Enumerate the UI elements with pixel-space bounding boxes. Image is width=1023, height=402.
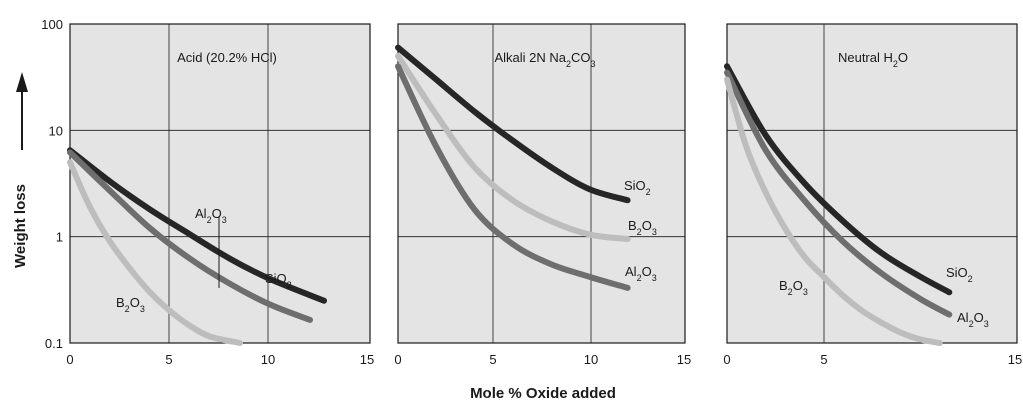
x-tick-label: 5 — [165, 352, 172, 367]
x-tick-label: 0 — [66, 352, 73, 367]
panel-background — [397, 23, 686, 344]
panel-background — [69, 23, 371, 344]
panel-title: Neutral H2O — [838, 50, 908, 69]
series-label-b2o3: B2O3 — [779, 278, 808, 297]
y-tick-label: 100 — [41, 17, 63, 32]
series-line-b2o3 — [67, 159, 243, 346]
y-axis-arrow-head — [16, 72, 28, 92]
series-label-al2o3: Al2O3 — [957, 310, 989, 329]
series-line-al2o3 — [395, 63, 631, 291]
panel-background — [726, 23, 1018, 344]
series-line-al2o3 — [67, 149, 313, 323]
x-axis-label: Mole % Oxide added — [470, 385, 616, 402]
series-line-b2o3 — [395, 53, 631, 242]
series-label-b2o3: B2O3 — [628, 218, 657, 237]
series-label-sio2: SiO2 — [624, 178, 651, 197]
panel-title: Alkali 2N Na2CO3 — [494, 50, 595, 69]
series-label-al2o3: Al2O3 — [195, 206, 227, 225]
panel-title: Acid (20.2% HCl) — [177, 50, 277, 65]
y-tick-label: 10 — [49, 123, 63, 138]
y-tick-label: 0.1 — [45, 336, 63, 351]
series-line-sio2 — [395, 44, 631, 204]
series-label-sio2: SiO2 — [265, 271, 292, 290]
series-line-sio2 — [67, 147, 327, 304]
x-tick-label: 0 — [394, 352, 401, 367]
series-line-b2o3 — [724, 76, 943, 346]
y-axis-label: Weight loss — [12, 184, 29, 268]
series-line-sio2 — [724, 63, 953, 296]
series-label-sio2: SiO2 — [946, 265, 973, 284]
x-tick-label: 15 — [1008, 352, 1022, 367]
x-tick-label: 10 — [261, 352, 275, 367]
series-label-b2o3: B2O3 — [116, 295, 145, 314]
series-line-al2o3 — [724, 69, 953, 318]
x-tick-label: 0 — [723, 352, 730, 367]
series-label-al2o3: Al2O3 — [625, 264, 657, 283]
panel-3: 0 5 15 SiO2 Al2O3 B2O3 Neutral H2O — [723, 23, 1022, 367]
x-tick-label: 15 — [360, 352, 374, 367]
x-tick-label: 5 — [820, 352, 827, 367]
panel-1: 0 5 10 15 SiO2 Al2O3 B2O3 Acid (20.2% HCl) — [66, 23, 374, 367]
x-tick-label: 15 — [677, 352, 691, 367]
x-tick-label: 10 — [584, 352, 598, 367]
x-tick-label: 5 — [489, 352, 496, 367]
panel-2: 0 5 10 15 SiO2 B2O3 Al2O3 Alkali 2N Na2CO3 — [394, 23, 691, 367]
y-tick-label: 1 — [56, 230, 63, 245]
